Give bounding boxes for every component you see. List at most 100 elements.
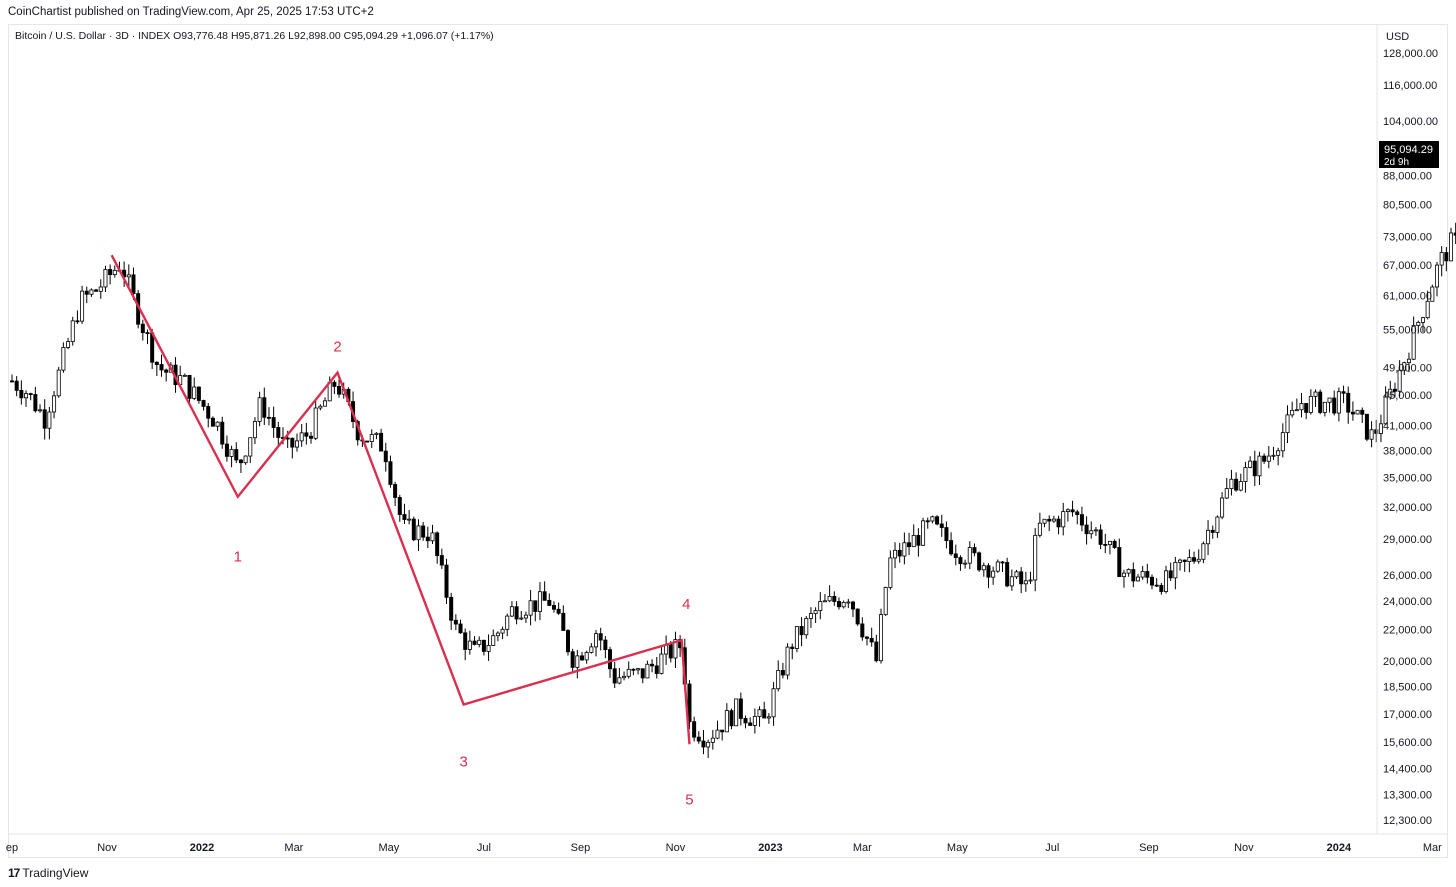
candle-body	[668, 644, 673, 659]
candle-body	[1266, 455, 1271, 462]
price-tick-label: 17,000.00	[1383, 709, 1432, 721]
candle	[1444, 247, 1449, 272]
candle-body	[780, 670, 785, 676]
candle-body	[1112, 540, 1117, 548]
candle-body	[841, 602, 846, 608]
candle	[1107, 540, 1112, 555]
candle	[1313, 389, 1318, 407]
candle-body	[542, 591, 547, 601]
candle	[636, 667, 641, 675]
candle-body	[659, 653, 664, 674]
candle-body	[1019, 571, 1024, 585]
candle-body	[1135, 576, 1140, 582]
candle-body	[832, 595, 837, 602]
candle-body	[1121, 572, 1126, 578]
candle	[425, 526, 430, 548]
price-tick-label: 80,500.00	[1383, 200, 1432, 212]
candle-body	[1350, 411, 1355, 415]
candle-body	[108, 269, 113, 276]
candle-body	[1332, 397, 1337, 414]
candle	[930, 515, 935, 524]
price-tick-label: 35,000.00	[1383, 472, 1432, 484]
candle	[799, 617, 804, 647]
candle	[1173, 556, 1178, 590]
candle	[1164, 565, 1169, 594]
candle-body	[771, 688, 776, 718]
candle	[523, 611, 528, 624]
candle-body	[75, 320, 80, 323]
candle-body	[1374, 429, 1379, 434]
candle-body	[715, 729, 720, 739]
last-price-value: 95,094.29	[1384, 144, 1433, 156]
candle-body	[309, 435, 314, 439]
legend-close: C95,094.29	[343, 30, 398, 42]
candle-body	[893, 549, 898, 559]
candle	[52, 391, 57, 419]
candle-body	[294, 440, 299, 448]
price-tick-label: 45,000.00	[1383, 390, 1432, 402]
candle-body	[33, 394, 38, 412]
candle	[1425, 290, 1430, 320]
candle-body	[1028, 579, 1033, 582]
candle	[664, 635, 669, 665]
wave-label: 1	[234, 548, 242, 565]
candle-body	[1033, 534, 1038, 581]
candle	[1135, 573, 1140, 582]
candle-body	[1178, 559, 1183, 563]
candle	[56, 366, 61, 398]
candle	[1304, 403, 1309, 420]
candle	[463, 628, 468, 661]
time-tick-label: Jul	[1045, 842, 1059, 854]
candle	[580, 651, 585, 661]
price-tick-label: 128,000.00	[1383, 48, 1438, 60]
candle	[808, 607, 813, 628]
candle	[369, 429, 374, 448]
candle	[841, 600, 846, 609]
candle-body	[776, 670, 781, 690]
candle-body	[1000, 561, 1005, 564]
candle-body	[379, 432, 384, 452]
candle	[1364, 413, 1369, 442]
candle-body	[1449, 232, 1454, 262]
candle	[1075, 509, 1080, 525]
elliott-wave-lines	[110, 254, 691, 745]
candle-body	[547, 599, 552, 606]
candle-body	[785, 646, 790, 676]
price-axis[interactable]: 128,000.00 116,000.00 104,000.00 88,000.00 8…	[1383, 48, 1438, 827]
candle	[145, 329, 150, 345]
candle-body	[131, 274, 136, 295]
candle-body	[865, 636, 870, 639]
wave-line-decline-2022	[110, 254, 691, 745]
candle	[528, 589, 533, 626]
candle	[790, 643, 795, 660]
candle	[449, 592, 454, 630]
candle-body	[869, 637, 874, 643]
candle	[1238, 473, 1243, 492]
candle	[1126, 568, 1131, 577]
candle-body	[935, 516, 940, 525]
time-tick-label: Sep	[571, 842, 591, 854]
candle-body	[911, 535, 916, 548]
candle-body	[584, 651, 589, 661]
candle-body	[570, 651, 575, 668]
candle	[481, 639, 486, 656]
candle-body	[477, 639, 482, 645]
candle-body	[472, 640, 477, 645]
candle	[710, 729, 715, 750]
time-axis[interactable]: ep Nov 2022 Mar May Jul Sep Nov 2023 Mar May Jul Sep…	[6, 842, 1456, 854]
candle	[1159, 582, 1164, 595]
candle	[729, 708, 734, 730]
time-tick-label: Nov	[97, 842, 117, 854]
candle	[570, 648, 575, 674]
candle-body	[874, 641, 879, 662]
candle-body	[304, 432, 309, 437]
legend-symbol: Bitcoin / U.S. Dollar · 3D · INDEX	[15, 30, 171, 42]
candle-body	[500, 628, 505, 634]
candle-body	[1383, 396, 1388, 425]
candle	[893, 542, 898, 569]
candle-body	[1103, 544, 1108, 546]
candle	[1182, 559, 1187, 572]
candle-body	[1140, 571, 1145, 578]
candle-body	[1238, 481, 1243, 491]
